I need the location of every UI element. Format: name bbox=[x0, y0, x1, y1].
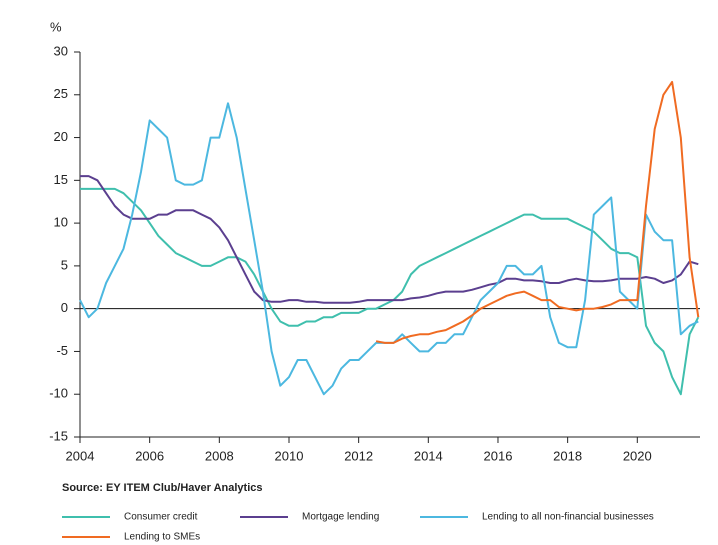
x-tick-label: 2004 bbox=[66, 448, 95, 463]
x-tick-label: 2018 bbox=[553, 448, 582, 463]
y-tick-label: -10 bbox=[49, 386, 68, 401]
legend-label: Consumer credit bbox=[124, 512, 198, 523]
y-tick-label: 15 bbox=[54, 172, 68, 187]
legend-label: Lending to SMEs bbox=[124, 532, 200, 543]
y-tick-label: 25 bbox=[54, 86, 68, 101]
y-tick-label: 5 bbox=[61, 257, 68, 272]
y-tick-label: -5 bbox=[56, 343, 68, 358]
series-line bbox=[80, 187, 700, 396]
source: Source: EY ITEM Club/Haver Analytics bbox=[62, 482, 263, 494]
x-tick-label: 2008 bbox=[205, 448, 234, 463]
y-tick-label: 30 bbox=[54, 43, 68, 58]
y-axis-label: % bbox=[50, 19, 62, 34]
y-tick-label: 0 bbox=[61, 300, 68, 315]
y-tick-label: 20 bbox=[54, 129, 68, 144]
x-tick-label: 2014 bbox=[414, 448, 443, 463]
series-line bbox=[80, 175, 699, 304]
series-line bbox=[375, 80, 700, 344]
x-tick-label: 2012 bbox=[344, 448, 373, 463]
legend-label: Lending to all non-financial businesses bbox=[482, 512, 654, 523]
x-tick-label: 2016 bbox=[484, 448, 513, 463]
y-tick-label: -15 bbox=[49, 428, 68, 443]
x-tick-label: 2006 bbox=[135, 448, 164, 463]
x-tick-label: 2020 bbox=[623, 448, 652, 463]
y-tick-label: 10 bbox=[54, 215, 68, 230]
x-tick-label: 2010 bbox=[275, 448, 304, 463]
legend-label: Mortgage lending bbox=[302, 512, 379, 523]
